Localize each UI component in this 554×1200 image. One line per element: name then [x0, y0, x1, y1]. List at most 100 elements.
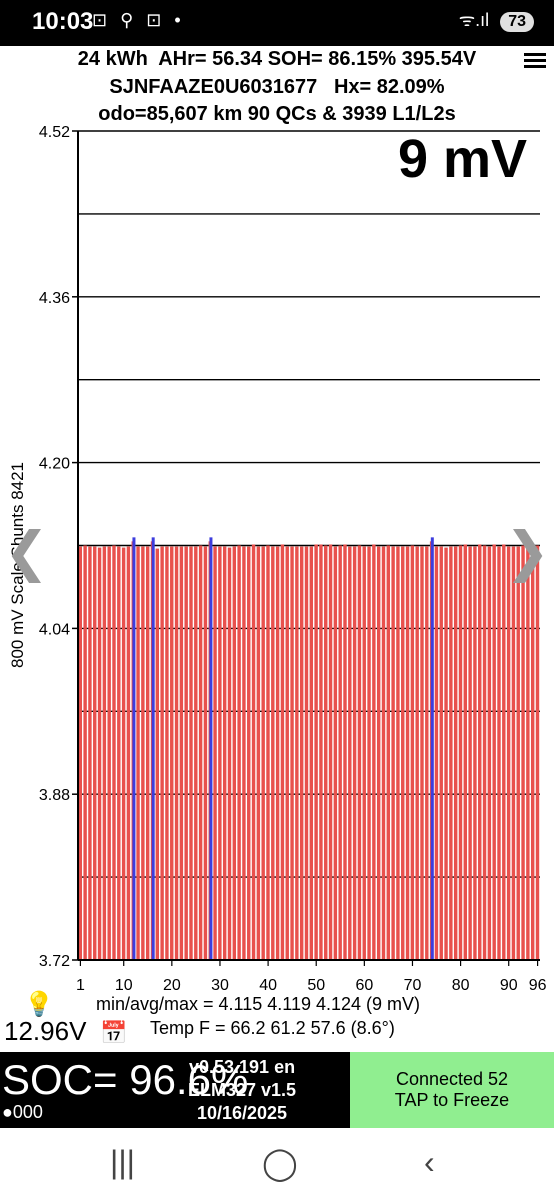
cell-bar: [189, 546, 193, 960]
x-tick-label: 1: [76, 977, 85, 994]
cell-bar: [391, 546, 395, 960]
cell-bar: [237, 545, 241, 960]
next-arrow-icon[interactable]: ❯: [504, 522, 550, 582]
bulb-icon[interactable]: 💡: [24, 991, 54, 1018]
cell-bar: [506, 546, 511, 960]
connection-dots: ●000: [2, 1102, 43, 1122]
cell-bar: [333, 546, 338, 960]
cell-bar: [280, 544, 285, 960]
cell-bar: [256, 546, 261, 960]
cell-bar: [285, 546, 289, 960]
cell-bar: [102, 546, 107, 960]
y-tick-label: 3.72: [39, 953, 70, 970]
x-tick-label: 70: [404, 977, 422, 994]
cell-bar: [121, 547, 126, 960]
cell-bar: [352, 546, 357, 960]
cell-bar: [107, 546, 111, 960]
cell-bar: [444, 547, 448, 960]
back-icon[interactable]: ‹: [424, 1144, 435, 1180]
cell-bar: [131, 541, 135, 960]
shunt-bar: [209, 537, 213, 960]
cell-bar: [415, 546, 419, 960]
version-line-1: v0.53.191 en: [188, 1057, 296, 1077]
cell-bar: [136, 546, 140, 960]
cell-bar: [126, 546, 131, 960]
system-nav-bar: ||| ◯ ‹: [0, 1128, 554, 1200]
cell-bar: [83, 545, 87, 960]
cell-bar: [275, 546, 280, 960]
cell-bar: [150, 541, 155, 960]
cell-bar: [174, 546, 179, 960]
y-tick-label: 3.88: [39, 787, 70, 804]
cell-bar: [314, 544, 318, 960]
cell-bar: [458, 545, 463, 960]
x-tick-label: 20: [163, 977, 181, 994]
cell-bar: [299, 546, 304, 960]
version-info: v0.53.191 en ELM327 v1.5 10/16/2025: [188, 1056, 296, 1125]
cell-bar: [160, 546, 164, 960]
home-icon[interactable]: ◯: [262, 1145, 298, 1181]
status-time: 10:03: [32, 8, 94, 35]
cell-bar: [227, 547, 232, 960]
notification-icons: ⊡ ⚲ ⊡ •: [92, 10, 185, 30]
cell-bar: [319, 544, 323, 960]
cell-bar: [222, 546, 227, 960]
cell-bar: [194, 546, 198, 960]
cell-stats: min/avg/max = 4.115 4.119 4.124 (9 mV): [96, 994, 421, 1014]
recents-icon[interactable]: |||: [110, 1144, 135, 1180]
cell-bar: [232, 546, 237, 960]
cell-bar: [203, 546, 208, 960]
cell-bar: [141, 546, 145, 960]
shunt-bar: [430, 537, 434, 960]
cell-bar: [429, 541, 434, 960]
menu-icon[interactable]: [524, 50, 546, 71]
x-tick-label: 90: [500, 977, 518, 994]
temperature-stats: Temp F = 66.2 61.2 57.6 (8.6°): [150, 1018, 395, 1038]
x-tick-label: 40: [259, 977, 277, 994]
cell-bar: [535, 545, 540, 960]
cell-bar: [170, 546, 174, 960]
cell-bar: [386, 545, 391, 960]
freeze-button[interactable]: Connected 52 TAP to Freeze: [350, 1052, 554, 1128]
cell-bar: [497, 546, 501, 960]
cell-bar: [117, 546, 121, 960]
cell-bar: [367, 546, 371, 960]
cell-bar: [439, 546, 443, 960]
header-line-1: 24 kWh AHr= 56.34 SOH= 86.15% 395.54V: [77, 48, 477, 70]
prev-arrow-icon[interactable]: ❮: [4, 522, 50, 582]
x-tick-label: 80: [452, 977, 470, 994]
shunt-bar: [132, 537, 136, 960]
y-tick-label: 4.52: [39, 124, 70, 141]
signal-icon: ᯤ.ıl: [458, 10, 490, 30]
calendar-icon[interactable]: 📅: [100, 1020, 128, 1045]
cell-bar: [112, 545, 116, 960]
cell-bar: [468, 546, 472, 960]
x-tick-label: 50: [307, 977, 325, 994]
cell-bar: [324, 545, 328, 960]
cell-bar: [266, 545, 270, 960]
cell-bar: [463, 544, 468, 960]
status-right: ᯤ.ıl 73: [459, 8, 534, 32]
x-tick-label: 30: [211, 977, 229, 994]
battery-icon: 73: [500, 12, 534, 32]
cell-bar: [396, 546, 400, 960]
cell-bar: [434, 546, 439, 960]
cell-bar: [473, 546, 477, 960]
header-line-2: SJNFAAZE0U6031677 Hx= 82.09%: [109, 76, 445, 98]
cell-bar: [242, 546, 246, 960]
bottom-bar: SOC= 96.6% ●000 v0.53.191 en ELM327 v1.5…: [0, 1052, 554, 1128]
cell-bar: [453, 546, 458, 960]
y-tick-label: 4.20: [39, 456, 70, 473]
cell-bar: [145, 546, 150, 960]
cell-bar: [218, 546, 222, 960]
cell-bar: [492, 544, 496, 960]
cell-bar: [348, 546, 352, 960]
cell-bar: [530, 546, 535, 960]
delta-mv-label: 9 mV: [398, 129, 528, 189]
cell-bar: [401, 546, 405, 960]
cell-bar: [184, 546, 188, 960]
soc-readout: SOC= 96.6%: [2, 1056, 249, 1103]
cell-bar: [521, 545, 525, 960]
cell-bar: [482, 545, 487, 960]
y-tick-label: 4.04: [39, 621, 70, 638]
